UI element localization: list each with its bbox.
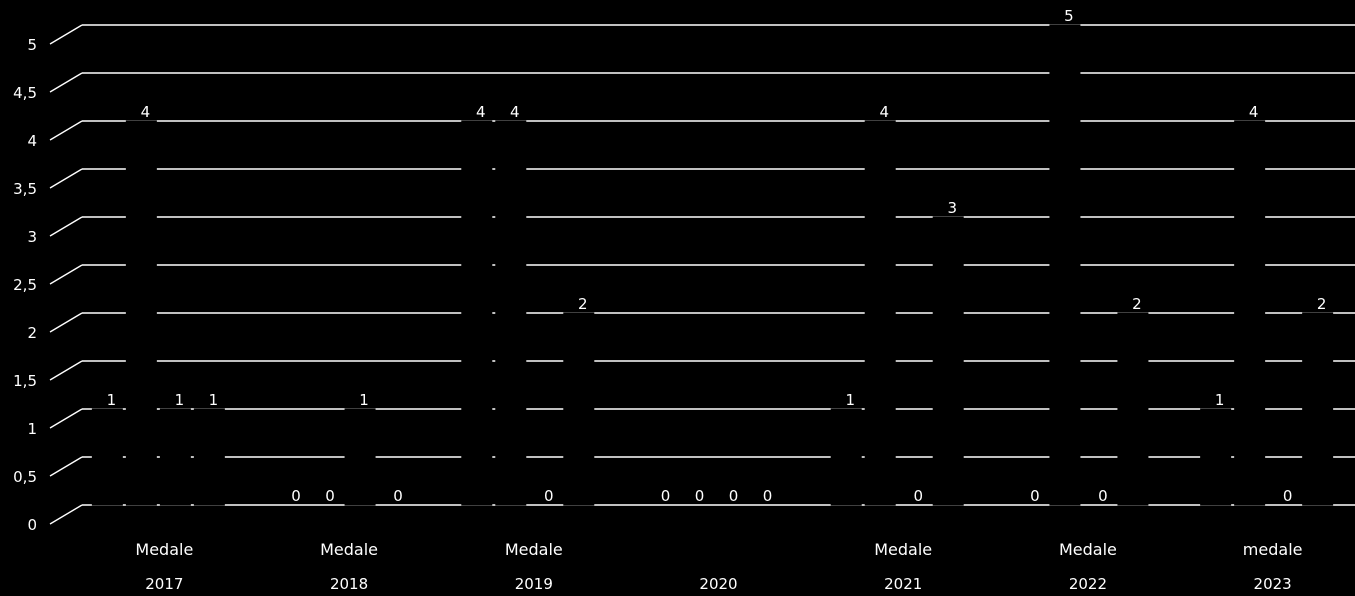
bar-value-label: 0 xyxy=(1030,487,1040,505)
category-label: medale xyxy=(1243,540,1303,559)
y-tick-label: 4,5 xyxy=(13,84,37,102)
gridline-depth xyxy=(49,408,83,429)
bar-value-label: 4 xyxy=(879,103,889,121)
bar-value-label: 4 xyxy=(476,103,486,121)
category-label: Medale xyxy=(320,540,378,559)
bar xyxy=(193,408,225,506)
year-label: 2017 xyxy=(145,575,183,593)
bar-value-label: 0 xyxy=(763,487,773,505)
gridline-depth xyxy=(49,72,83,93)
y-tick-label: 0 xyxy=(27,516,37,534)
category-label: Medale xyxy=(505,540,563,559)
y-tick-label: 1 xyxy=(27,420,37,438)
bar xyxy=(1234,120,1266,506)
category-label: Medale xyxy=(135,540,193,559)
bar-value-label: 1 xyxy=(1215,391,1225,409)
bar-value-label: 4 xyxy=(510,103,520,121)
y-tick-label: 4 xyxy=(27,132,37,150)
gridline-depth xyxy=(49,120,83,141)
year-label: 2022 xyxy=(1069,575,1107,593)
bar-value-label: 0 xyxy=(913,487,923,505)
bar-value-label: 2 xyxy=(1317,295,1327,313)
year-label: 2020 xyxy=(699,575,737,593)
bar xyxy=(91,408,123,506)
year-label: 2019 xyxy=(515,575,553,593)
y-tick-label: 0,5 xyxy=(13,468,37,486)
bar-value-label: 1 xyxy=(845,391,855,409)
bar-value-label: 0 xyxy=(1098,487,1108,505)
bar xyxy=(495,120,527,506)
category-label: Medale xyxy=(1059,540,1117,559)
bar xyxy=(461,120,493,506)
bar xyxy=(932,216,964,506)
bar-value-label: 0 xyxy=(544,487,554,505)
gridline-depth xyxy=(49,312,83,333)
gridline-depth xyxy=(49,456,83,477)
bar-value-label: 0 xyxy=(291,487,301,505)
gridline-depth xyxy=(49,264,83,285)
y-tick-label: 2,5 xyxy=(13,276,37,294)
bar-value-label: 1 xyxy=(209,391,219,409)
bar-value-label: 0 xyxy=(729,487,739,505)
bar xyxy=(830,408,862,506)
bar-value-label: 5 xyxy=(1064,7,1074,25)
y-tick-label: 3 xyxy=(27,228,37,246)
bar xyxy=(864,120,896,506)
category-label: Medale xyxy=(874,540,932,559)
bar-value-label: 4 xyxy=(141,103,151,121)
bar-value-label: 0 xyxy=(695,487,705,505)
grid-layer xyxy=(49,24,1355,525)
bar xyxy=(1049,24,1081,506)
gridline-depth xyxy=(49,216,83,237)
bar xyxy=(1117,312,1149,506)
y-tick-label: 1,5 xyxy=(13,372,37,390)
bar xyxy=(344,408,376,506)
gridline-depth xyxy=(49,24,83,45)
gridline-depth xyxy=(49,168,83,189)
bar-value-label: 0 xyxy=(661,487,671,505)
bar-value-label: 1 xyxy=(107,391,117,409)
y-tick-label: 3,5 xyxy=(13,180,37,198)
gridline-depth xyxy=(49,504,83,525)
bar-value-label: 3 xyxy=(947,199,957,217)
y-tick-label: 2 xyxy=(27,324,37,342)
bar-value-label: 0 xyxy=(325,487,335,505)
bar xyxy=(563,312,595,506)
bar-value-label: 0 xyxy=(393,487,403,505)
bar xyxy=(125,120,157,506)
labels-layer: 0 0,5 1 1,5 2 2,5 3 3,5 4 4,5 5 1 4 1 1 Medale 2017 0 0 1 0 M… xyxy=(13,7,1326,593)
year-label: 2023 xyxy=(1254,575,1292,593)
bar-value-label: 0 xyxy=(1283,487,1293,505)
gridline-depth xyxy=(49,360,83,381)
bar-value-label: 4 xyxy=(1249,103,1259,121)
bar-value-label: 1 xyxy=(359,391,369,409)
y-tick-label: 5 xyxy=(27,36,37,54)
year-label: 2021 xyxy=(884,575,922,593)
year-label: 2018 xyxy=(330,575,368,593)
bar xyxy=(159,408,191,506)
bar-value-label: 2 xyxy=(1132,295,1142,313)
bar-value-label: 1 xyxy=(175,391,185,409)
bar xyxy=(1200,408,1232,506)
bar xyxy=(1302,312,1334,506)
bars-layer xyxy=(91,24,1334,506)
bar-value-label: 2 xyxy=(578,295,588,313)
